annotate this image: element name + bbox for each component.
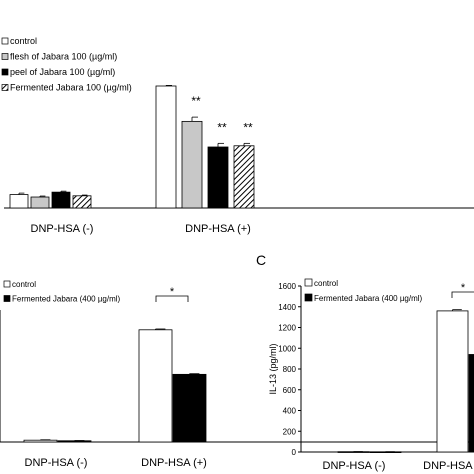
bar	[436, 310, 469, 453]
significance-marker: **	[217, 120, 227, 134]
significance-marker: *	[461, 282, 466, 294]
bar	[207, 146, 229, 209]
legend-label: Fermented Jabara (400 µg/ml)	[12, 295, 121, 304]
bar	[9, 194, 29, 209]
significance-bracket	[451, 291, 474, 298]
significance-marker: **	[243, 120, 253, 134]
y-tick-label: 1600	[278, 282, 296, 291]
bar	[51, 191, 71, 209]
category-label: DNP-HSA (+)	[141, 457, 207, 469]
legend-swatch	[1, 53, 9, 60]
y-tick-label: 1000	[278, 344, 296, 353]
category-label: DNP-HSA (-)	[31, 223, 94, 235]
panel-letter: C	[256, 252, 266, 268]
significance-marker: **	[191, 94, 201, 108]
significance-marker: *	[170, 286, 175, 298]
legend-label: control	[10, 36, 37, 46]
bar	[181, 120, 203, 209]
y-tick-label: 1200	[278, 324, 296, 333]
y-tick-label: 800	[283, 365, 297, 374]
chart-panel-a: DNP-HSA (-) DNP-HSA (+) ** ** ** control flesh…	[1, 36, 474, 235]
legend-swatch	[3, 295, 11, 302]
bar	[57, 440, 92, 443]
y-axis-label: IL-13 (pg/ml)	[268, 343, 278, 394]
significance-bracket	[155, 295, 189, 302]
legend-swatch	[1, 68, 9, 76]
legend-swatch	[1, 37, 9, 45]
legend-swatch	[1, 84, 9, 91]
legend-label: peel of Jabara 100 (µg/ml)	[10, 67, 115, 77]
legend-label: Fermented Jabara 100 (µg/ml)	[10, 83, 132, 93]
y-tick-label: 200	[283, 427, 297, 436]
legend-label: control	[12, 280, 36, 289]
y-tick-label: 400	[283, 407, 297, 416]
bar	[172, 373, 207, 443]
bar	[155, 85, 177, 209]
legend-label: Fermented Jabara (400 µg/ml)	[314, 294, 423, 303]
y-tick-label: 600	[283, 386, 297, 395]
category-label: DNP-HSA (+)	[185, 223, 251, 235]
chart-panel-c: 0 200 400 600 800 1000 1200 1400 1600 IL-13 (pg/m…	[256, 252, 474, 472]
legend-swatch	[3, 280, 11, 288]
bar	[23, 439, 58, 443]
bar	[72, 195, 92, 209]
category-label: DNP-HSA (-)	[323, 460, 386, 472]
y-tick-label: 1400	[278, 303, 296, 312]
legend-swatch	[304, 278, 313, 287]
y-tick-label: 0	[292, 448, 297, 457]
bar	[138, 329, 173, 443]
legend-label: control	[314, 279, 338, 288]
bar	[468, 354, 474, 453]
category-label: DNP-HSA (+)	[423, 460, 474, 472]
legend-swatch	[304, 293, 313, 302]
bar	[30, 196, 50, 209]
legend-label: flesh of Jabara 100 (µg/ml)	[10, 52, 117, 62]
bar	[233, 145, 255, 209]
category-label: DNP-HSA (-)	[25, 457, 88, 469]
chart-panel-b: DNP-HSA (-) DNP-HSA (+) * control Fermented …	[0, 280, 474, 469]
